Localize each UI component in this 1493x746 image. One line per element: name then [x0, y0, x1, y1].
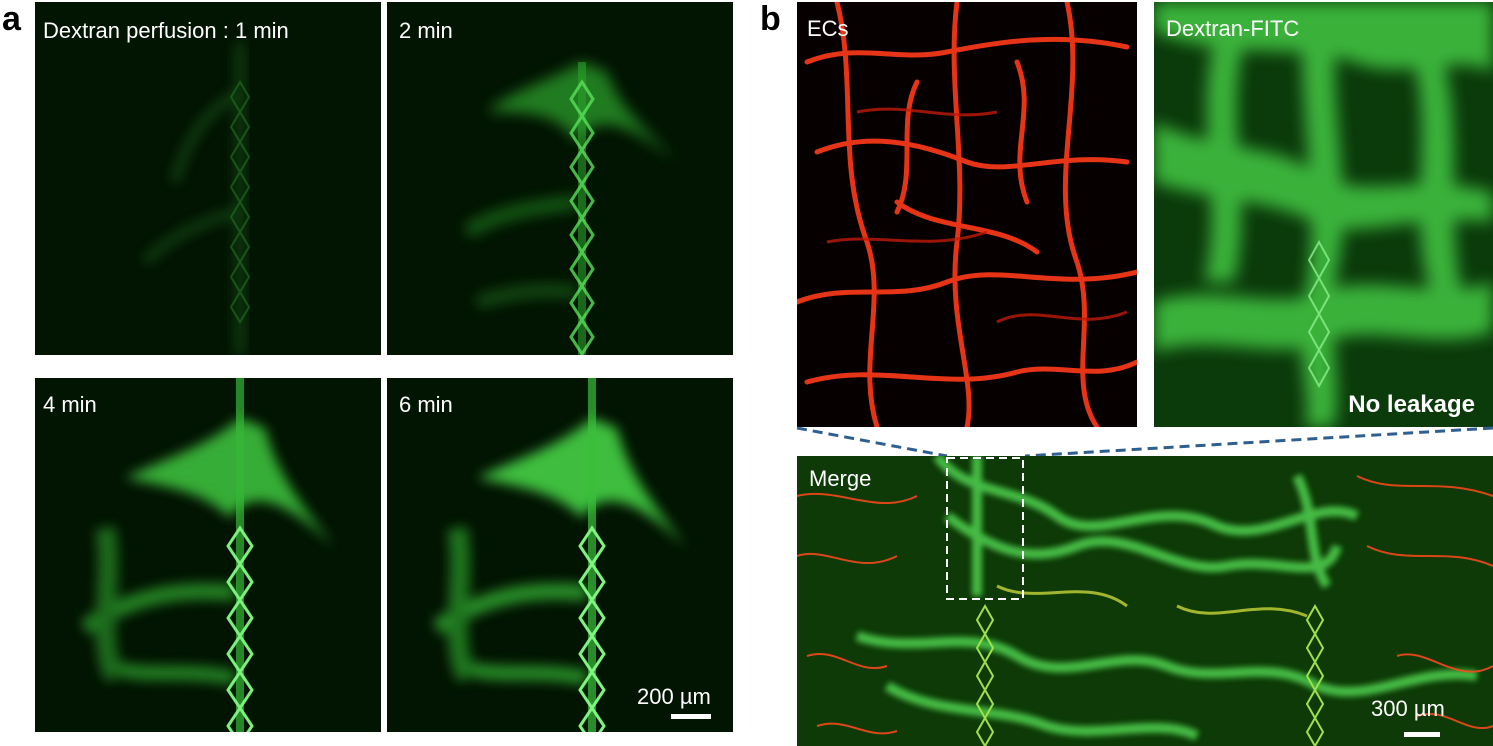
tile-dextran-fitc-label: Dextran-FITC: [1166, 16, 1300, 41]
tile-4min-label: 4 min: [43, 392, 97, 417]
tile-merge: Merge 300 µm: [797, 456, 1493, 746]
scale-bar-300: [1404, 732, 1440, 737]
tile-ecs: ECs: [797, 2, 1137, 427]
tile-6min-image: [432, 378, 687, 732]
inset-dashed-box: [946, 457, 1024, 600]
tile-dextran-fitc-image: [1154, 2, 1493, 427]
tile-2min-label: 2 min: [399, 18, 453, 43]
tile-ecs-label: ECs: [807, 16, 849, 41]
tile-merge-image: [797, 456, 1493, 746]
scale-bar-300-label: 300 µm: [1371, 696, 1445, 721]
tile-dextran-fitc: Dextran-FITC No leakage: [1154, 2, 1493, 427]
tile-1min-label: Dextran perfusion : 1 min: [43, 18, 289, 43]
scale-bar-200-label: 200 µm: [637, 684, 711, 709]
no-leakage-annotation: No leakage: [1348, 391, 1475, 418]
tile-2min-image: [463, 62, 677, 355]
tile-4min: 4 min: [35, 378, 381, 732]
scale-bar-200: [671, 714, 711, 719]
panel-a-letter: a: [2, 0, 21, 38]
tile-ecs-image: [797, 2, 1137, 427]
panel-b-letter: b: [760, 0, 781, 38]
tile-1min: Dextran perfusion : 1 min: [35, 2, 381, 355]
tile-2min: 2 min: [387, 2, 733, 355]
tile-6min: 6 min 200 µm: [387, 378, 733, 732]
tile-4min-image: [80, 378, 335, 732]
tile-merge-label: Merge: [809, 466, 872, 491]
tile-1min-image: [141, 42, 251, 355]
tile-6min-label: 6 min: [399, 392, 453, 417]
